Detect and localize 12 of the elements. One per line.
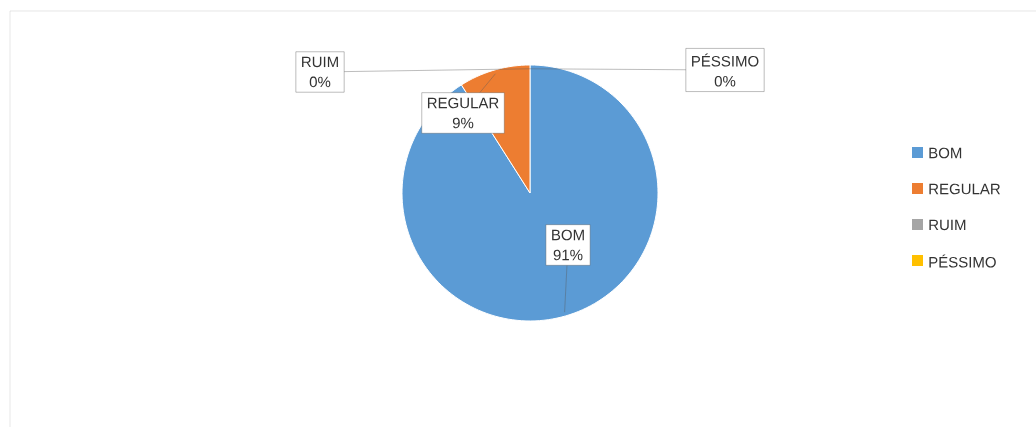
legend-label: BOM (929, 147, 962, 159)
data-label: 9% (452, 117, 474, 129)
legend-label: REGULAR (929, 183, 1001, 195)
slice-label: BOM (552, 229, 584, 241)
slice-label: REGULAR (427, 97, 499, 109)
data-label: 91% (553, 249, 583, 261)
legend-label: RUIM (929, 219, 966, 231)
legend-label: PÉSSIMO (929, 254, 996, 268)
text: 0% (309, 76, 331, 88)
category-label: RUIM (302, 56, 338, 68)
text: 0% (714, 75, 736, 87)
category-label: PÉSSIMO (692, 53, 759, 67)
